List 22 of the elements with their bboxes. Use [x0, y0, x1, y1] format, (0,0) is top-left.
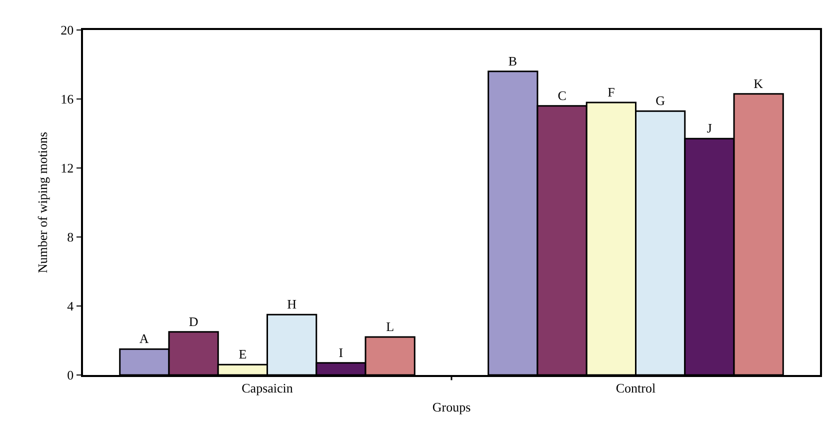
- data-label: C: [558, 88, 566, 103]
- data-label: J: [706, 120, 712, 136]
- data-label: F: [608, 84, 615, 100]
- y-tick-label: 12: [60, 160, 74, 176]
- data-label: G: [656, 93, 666, 108]
- y-axis-title: Number of wiping motions: [35, 132, 50, 274]
- data-label: H: [287, 296, 297, 312]
- x-tick-label: Control: [616, 380, 656, 396]
- y-tick-label: 16: [60, 92, 74, 107]
- data-label: D: [188, 314, 198, 329]
- data-label: I: [338, 344, 344, 360]
- y-tick-label: 4: [67, 298, 74, 314]
- data-label: E: [238, 346, 247, 362]
- data-label: B: [508, 53, 518, 68]
- data-label: K: [754, 76, 764, 91]
- y-tick-label: 8: [67, 230, 74, 245]
- x-axis-title: Groups: [432, 399, 471, 414]
- data-label: A: [139, 331, 150, 346]
- x-tick-label: Capsaicin: [242, 380, 294, 396]
- y-tick-label: 20: [60, 22, 74, 38]
- data-label: L: [386, 319, 394, 334]
- y-tick-label: 0: [67, 368, 74, 383]
